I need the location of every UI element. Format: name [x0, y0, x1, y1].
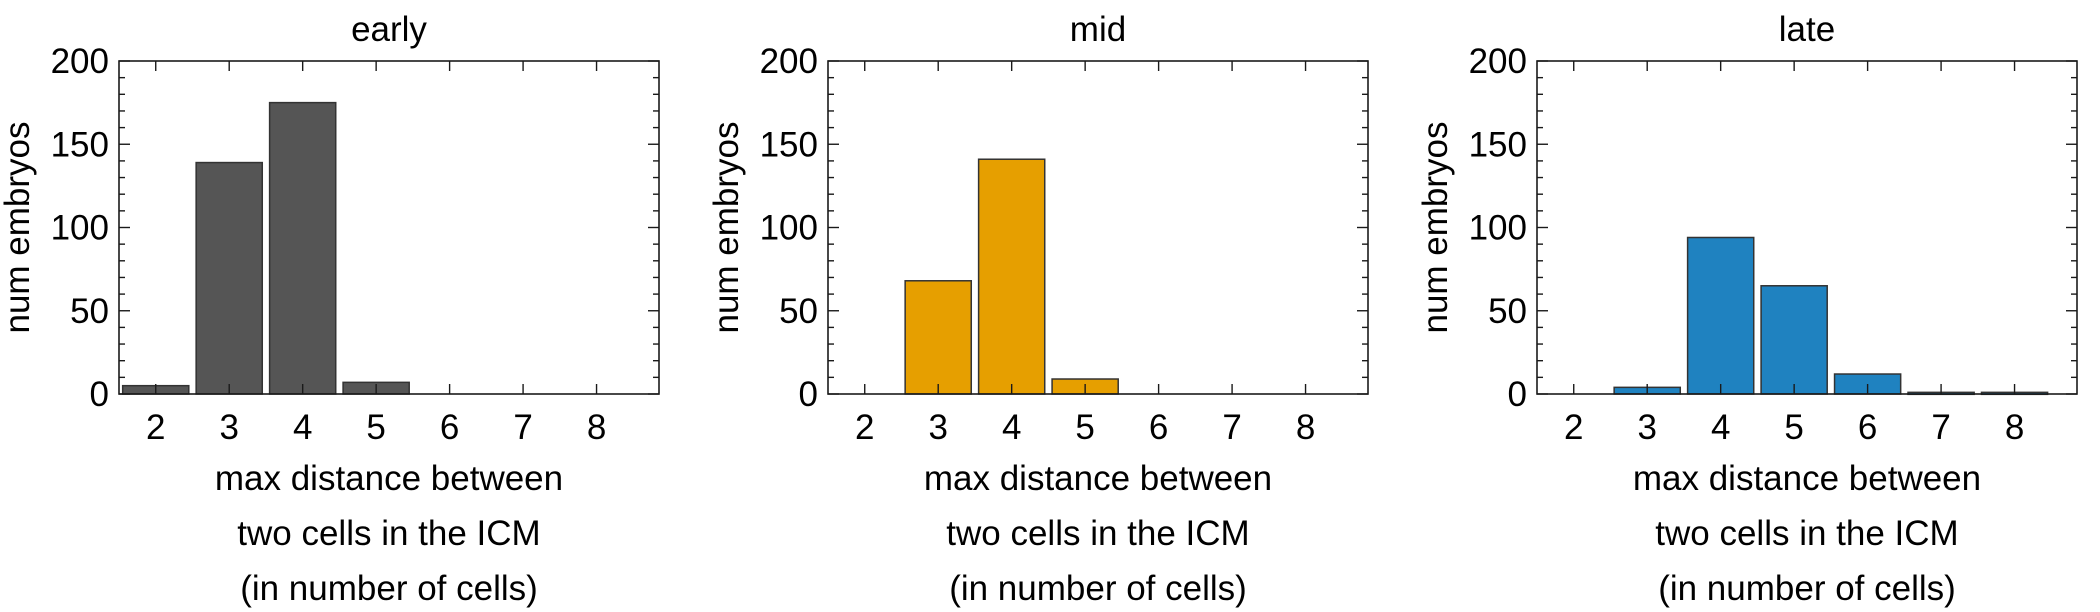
y-tick-label: 50 [70, 292, 109, 331]
chart-title: late [1779, 10, 1835, 49]
chart-title: mid [1070, 10, 1126, 49]
bar-3 [904, 280, 973, 395]
x-tick-label: 5 [1784, 408, 1803, 447]
plot-frame [827, 60, 1369, 395]
x-tick-label: 3 [1637, 408, 1656, 447]
x-tick-label: 7 [1931, 408, 1950, 447]
y-tick-label: 150 [51, 125, 109, 164]
y-tick-label: 50 [779, 292, 818, 331]
x-tick-label: 8 [587, 408, 606, 447]
y-axis-label: num embryos [1416, 121, 1455, 333]
y-tick-label: 200 [51, 42, 109, 81]
x-axis-label-line: (in number of cells) [240, 569, 538, 608]
y-tick-label: 200 [760, 42, 818, 81]
y-tick-label: 100 [1469, 209, 1527, 248]
x-tick-label: 2 [855, 408, 874, 447]
x-tick-label: 3 [928, 408, 947, 447]
x-tick-label: 6 [1149, 408, 1168, 447]
x-tick-label: 2 [146, 408, 165, 447]
bar-3 [195, 161, 264, 395]
chart-title: early [351, 10, 427, 49]
x-tick-label: 4 [1002, 408, 1021, 447]
y-tick-label: 200 [1469, 42, 1527, 81]
plot-frame [118, 60, 660, 395]
x-tick-label: 4 [1711, 408, 1730, 447]
x-tick-label: 2 [1564, 408, 1583, 447]
x-axis-label-line: two cells in the ICM [1655, 514, 1958, 553]
x-axis-label-line: max distance between [215, 459, 563, 498]
x-tick-label: 5 [366, 408, 385, 447]
x-axis-label: max distance between two cells in the ICM… [924, 459, 1272, 608]
y-tick-label: 0 [1508, 375, 1527, 414]
x-tick-label: 5 [1075, 408, 1094, 447]
plot-frame [1536, 60, 2078, 395]
y-axis-label: num embryos [707, 121, 746, 333]
y-tick-label: 150 [760, 125, 818, 164]
x-tick-label: 6 [1858, 408, 1877, 447]
x-axis-label: max distance between two cells in the ICM… [215, 459, 563, 608]
bar-4 [977, 158, 1046, 395]
x-tick-label: 4 [293, 408, 312, 447]
bar-4 [1686, 236, 1755, 395]
x-axis-label-line: (in number of cells) [949, 569, 1247, 608]
x-tick-label: 8 [1296, 408, 1315, 447]
x-axis-label: max distance between two cells in the ICM… [1633, 459, 1981, 608]
x-tick-label: 3 [219, 408, 238, 447]
chart-panel-mid: mid 0 50 100 150 200 2 3 4 5 6 7 8 max distance betwe… [707, 10, 1369, 608]
chart-panel-late: late 0 50 100 150 200 2 3 4 5 6 7 8 max distance betw… [1416, 10, 2078, 608]
bar-5 [1760, 285, 1828, 395]
x-tick-label: 7 [1222, 408, 1241, 447]
y-axis-label: num embryos [0, 121, 37, 333]
bar-4 [268, 101, 337, 395]
chart-panel-early: early 0 50 100 150 200 2 3 4 5 6 7 8 max distance bet… [0, 10, 660, 608]
x-axis-label-line: max distance between [1633, 459, 1981, 498]
y-tick-label: 0 [90, 375, 109, 414]
x-axis-label-line: max distance between [924, 459, 1272, 498]
y-tick-label: 100 [760, 209, 818, 248]
x-axis-label-line: two cells in the ICM [946, 514, 1249, 553]
x-axis-label-line: (in number of cells) [1658, 569, 1956, 608]
x-tick-label: 7 [513, 408, 532, 447]
x-tick-label: 6 [440, 408, 459, 447]
x-tick-label: 8 [2005, 408, 2024, 447]
x-axis-label-line: two cells in the ICM [237, 514, 540, 553]
y-tick-label: 150 [1469, 125, 1527, 164]
y-tick-label: 0 [799, 375, 818, 414]
y-tick-label: 50 [1488, 292, 1527, 331]
y-tick-label: 100 [51, 209, 109, 248]
